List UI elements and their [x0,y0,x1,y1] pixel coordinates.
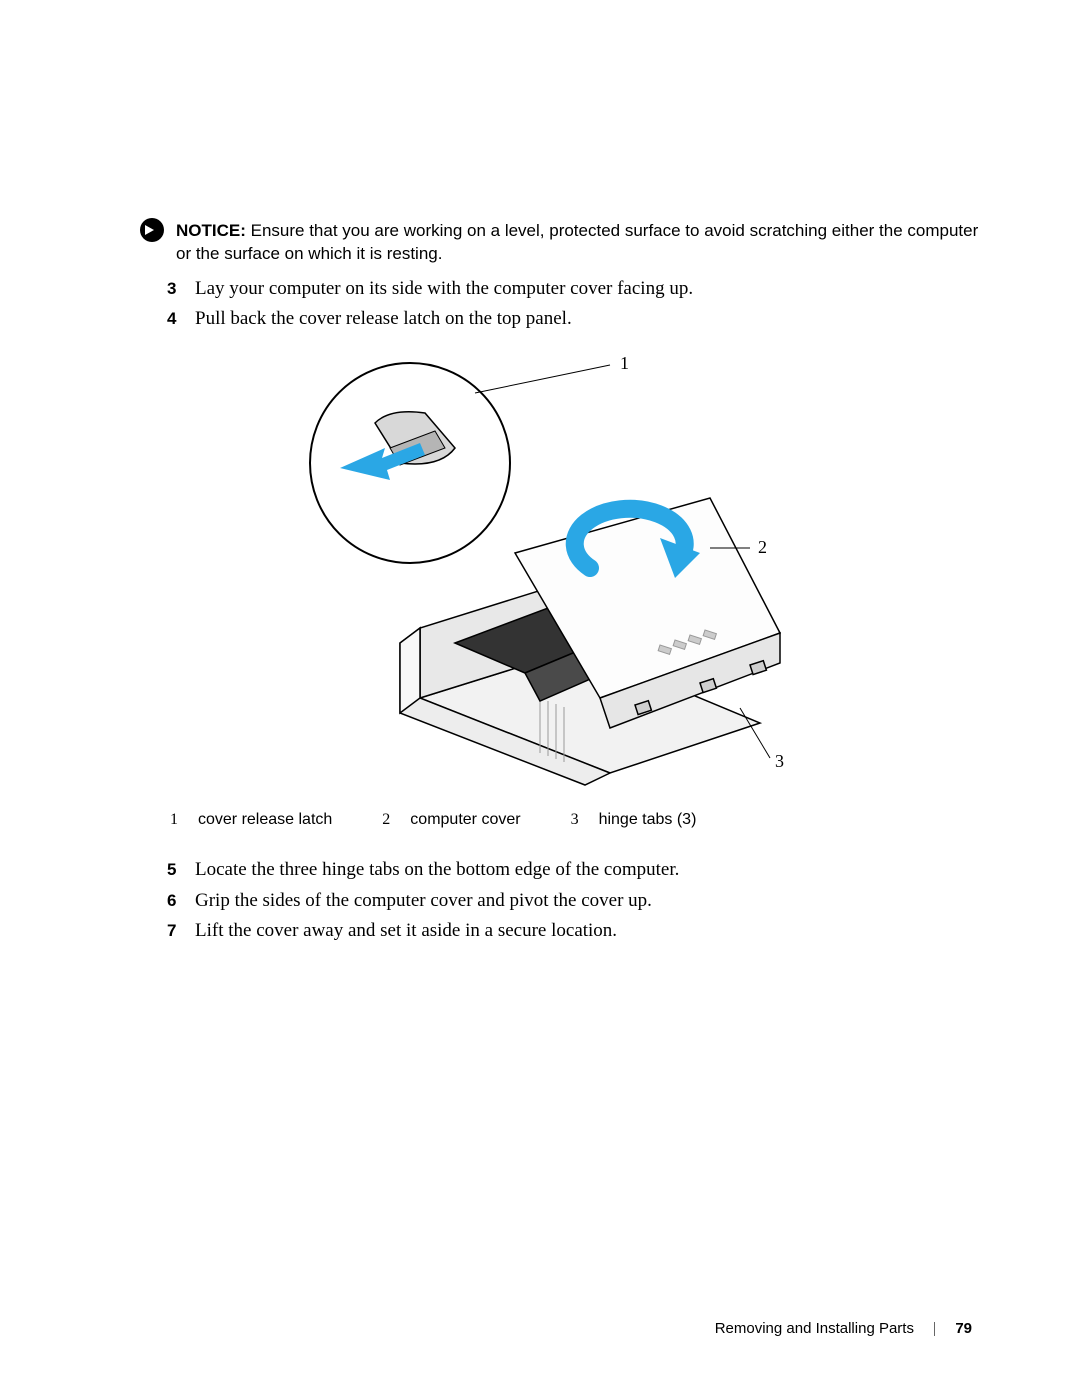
steps-after-diagram: 5 Locate the three hinge tabs on the bot… [140,857,980,945]
steps-before-diagram: 3 Lay your computer on its side with the… [140,276,980,333]
footer-section: Removing and Installing Parts [715,1320,914,1337]
step-item: 4 Pull back the cover release latch on t… [167,306,980,333]
step-number: 5 [167,857,195,884]
legend-text: cover release latch [198,811,332,829]
step-text: Lift the cover away and set it aside in … [195,918,617,945]
step-text: Pull back the cover release latch on the… [195,306,572,333]
step-number: 7 [167,918,195,945]
step-text: Lay your computer on its side with the c… [195,276,693,303]
page: NOTICE: Ensure that you are working on a… [0,0,1080,1397]
step-text: Locate the three hinge tabs on the botto… [195,857,679,884]
notice-label: NOTICE: [176,221,246,240]
computer-diagram: 1 2 3 [280,353,840,793]
diagram-svg [280,353,840,793]
notice-body: Ensure that you are working on a level, … [176,221,978,263]
footer-separator [934,1322,935,1336]
step-item: 7 Lift the cover away and set it aside i… [167,918,980,945]
diagram-legend: 1 cover release latch 2 computer cover 3… [170,811,980,829]
legend-text: hinge tabs (3) [599,811,697,829]
legend-number: 3 [571,811,599,829]
step-number: 4 [167,306,195,333]
step-item: 5 Locate the three hinge tabs on the bot… [167,857,980,884]
legend-number: 1 [170,811,198,829]
callout-2: 2 [758,537,767,558]
step-number: 3 [167,276,195,303]
page-footer: Removing and Installing Parts 79 [715,1320,972,1337]
legend-item: 1 cover release latch [170,811,332,829]
footer-page-number: 79 [955,1320,972,1337]
callout-1: 1 [620,353,629,374]
step-number: 6 [167,888,195,915]
notice-text: NOTICE: Ensure that you are working on a… [176,220,980,266]
legend-item: 3 hinge tabs (3) [571,811,697,829]
step-item: 3 Lay your computer on its side with the… [167,276,980,303]
notice-arrow-icon [140,218,164,242]
notice-block: NOTICE: Ensure that you are working on a… [140,220,980,266]
legend-text: computer cover [410,811,520,829]
step-item: 6 Grip the sides of the computer cover a… [167,888,980,915]
callout-3: 3 [775,751,784,772]
legend-item: 2 computer cover [382,811,520,829]
legend-number: 2 [382,811,410,829]
step-text: Grip the sides of the computer cover and… [195,888,652,915]
